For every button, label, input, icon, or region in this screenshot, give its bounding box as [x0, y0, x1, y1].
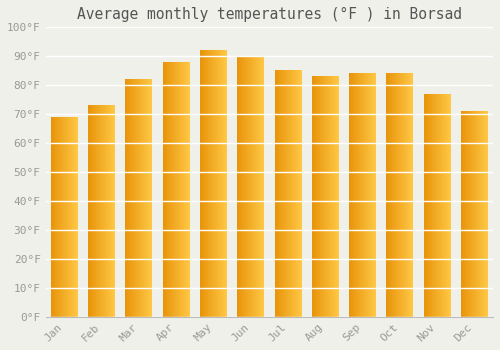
Title: Average monthly temperatures (°F ) in Borsad: Average monthly temperatures (°F ) in Bo… [77, 7, 462, 22]
